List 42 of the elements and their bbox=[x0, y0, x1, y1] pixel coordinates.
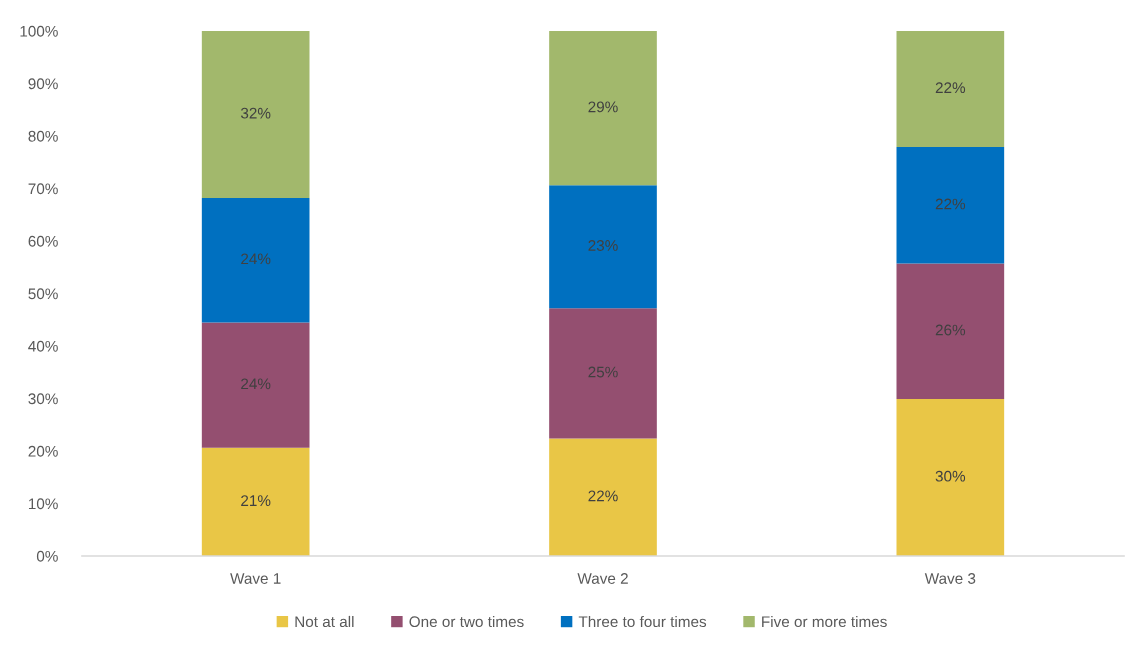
legend-label: Three to four times bbox=[578, 615, 707, 628]
bar bbox=[201, 31, 310, 198]
y-tick-label: 80% bbox=[28, 130, 58, 142]
data-label: 22% bbox=[588, 490, 618, 502]
y-tick-label: 50% bbox=[28, 288, 58, 300]
y-tick-label: 30% bbox=[28, 393, 58, 405]
x-tick-label: Wave 1 bbox=[230, 573, 281, 584]
bar bbox=[896, 147, 1005, 264]
y-tick-label: 20% bbox=[28, 445, 58, 457]
bar bbox=[896, 31, 1005, 148]
data-label: 23% bbox=[588, 240, 618, 251]
bar bbox=[549, 308, 657, 439]
data-label: 22% bbox=[935, 198, 966, 210]
bar bbox=[896, 263, 1005, 400]
data-label: 32% bbox=[240, 107, 271, 119]
data-label: 30% bbox=[935, 470, 966, 482]
data-label: 29% bbox=[588, 101, 618, 113]
data-label: 22% bbox=[935, 82, 966, 94]
y-tick-label: 60% bbox=[28, 235, 58, 247]
data-label: 26% bbox=[935, 324, 966, 336]
y-tick-label: 40% bbox=[28, 340, 58, 352]
y-tick-label: 100% bbox=[20, 25, 58, 37]
y-tick-label: 90% bbox=[28, 78, 58, 90]
y-tick-label: 70% bbox=[28, 183, 58, 195]
bar bbox=[549, 185, 657, 309]
data-label: 24% bbox=[241, 378, 271, 390]
x-tick-label: Wave 2 bbox=[577, 573, 628, 584]
legend-label: Five or more times bbox=[762, 615, 887, 628]
bar bbox=[201, 447, 310, 556]
bar bbox=[201, 322, 310, 448]
y-tick-label: 10% bbox=[28, 498, 58, 510]
y-tick-label: 0% bbox=[36, 550, 58, 562]
legend-label: One or two times bbox=[409, 615, 524, 628]
data-label: 21% bbox=[241, 495, 271, 506]
legend-label: Not at all bbox=[295, 615, 354, 628]
bar bbox=[896, 399, 1005, 556]
bar bbox=[549, 438, 657, 556]
data-label: 24% bbox=[241, 253, 271, 265]
x-tick-label: Wave 3 bbox=[924, 573, 976, 584]
data-label: 25% bbox=[588, 366, 618, 378]
bar bbox=[201, 197, 310, 323]
bar bbox=[549, 31, 657, 186]
